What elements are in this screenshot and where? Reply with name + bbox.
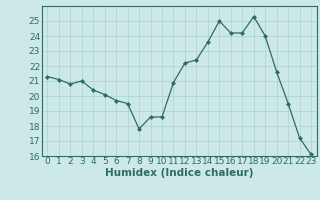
X-axis label: Humidex (Indice chaleur): Humidex (Indice chaleur): [105, 168, 253, 178]
